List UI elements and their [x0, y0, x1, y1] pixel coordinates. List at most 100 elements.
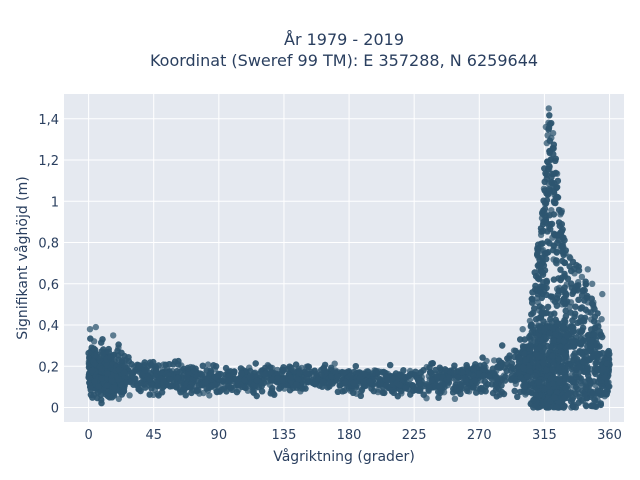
data-point — [155, 362, 162, 369]
data-point — [203, 367, 210, 374]
data-point — [182, 392, 189, 399]
data-point — [570, 403, 577, 410]
data-point — [451, 395, 459, 402]
data-point — [115, 341, 122, 348]
data-point — [267, 390, 274, 397]
data-point — [557, 231, 564, 238]
data-point — [541, 165, 548, 172]
data-point — [511, 387, 518, 395]
data-point — [544, 238, 551, 245]
data-point — [550, 198, 558, 205]
data-point — [429, 360, 436, 367]
data-point — [86, 374, 93, 381]
data-point — [554, 291, 562, 298]
data-point — [470, 366, 477, 373]
data-point — [552, 155, 559, 162]
data-point — [530, 397, 537, 404]
data-point — [526, 342, 534, 349]
data-point — [252, 360, 259, 367]
data-point — [269, 376, 276, 383]
data-point — [246, 373, 254, 380]
data-point — [166, 361, 173, 368]
data-point — [115, 376, 123, 383]
data-point — [560, 244, 567, 251]
data-point — [328, 364, 335, 371]
data-point — [137, 379, 145, 387]
data-point — [98, 396, 105, 404]
data-point — [534, 246, 541, 254]
data-point — [350, 379, 357, 387]
data-point — [535, 364, 542, 371]
data-point — [304, 363, 312, 370]
data-point — [521, 383, 528, 390]
data-point — [195, 382, 203, 389]
data-point — [247, 367, 254, 375]
data-point — [435, 394, 442, 401]
data-point — [279, 367, 287, 375]
data-point — [491, 357, 498, 364]
data-point — [529, 289, 536, 296]
data-point — [258, 388, 266, 395]
data-point — [568, 267, 575, 275]
data-point — [597, 400, 604, 407]
data-point — [560, 404, 567, 411]
data-point — [582, 306, 589, 313]
data-point — [526, 368, 534, 375]
data-point — [87, 335, 94, 342]
data-point — [540, 360, 547, 367]
data-point — [357, 392, 364, 399]
data-point — [515, 369, 522, 376]
data-point — [581, 378, 588, 385]
data-point — [546, 223, 553, 230]
data-point — [569, 290, 576, 297]
data-point — [434, 373, 441, 380]
data-point — [532, 391, 539, 398]
data-point — [527, 332, 534, 339]
data-point — [544, 303, 552, 311]
data-point — [99, 336, 106, 343]
data-point — [177, 378, 185, 385]
data-point — [352, 363, 359, 370]
data-point — [376, 381, 384, 388]
data-point — [212, 363, 220, 370]
data-point — [420, 391, 427, 398]
data-point — [319, 383, 326, 390]
data-point — [521, 350, 528, 357]
data-point — [583, 402, 590, 410]
data-point — [504, 355, 511, 362]
data-point — [360, 378, 368, 385]
data-point — [392, 370, 400, 377]
data-point — [253, 392, 260, 400]
data-point — [528, 378, 535, 386]
data-point — [546, 187, 554, 194]
data-point — [547, 293, 554, 300]
data-point — [599, 349, 606, 357]
data-point — [553, 302, 561, 309]
data-point — [177, 389, 184, 396]
data-point — [146, 375, 153, 383]
data-point — [382, 382, 390, 389]
data-point — [449, 389, 457, 396]
data-point — [479, 354, 486, 361]
data-point — [125, 358, 133, 365]
data-point — [575, 296, 582, 303]
data-point — [544, 132, 551, 139]
data-point — [204, 361, 212, 368]
data-point — [575, 267, 583, 274]
data-point — [542, 170, 549, 177]
data-point — [582, 281, 589, 288]
data-point — [531, 372, 539, 379]
data-point — [512, 347, 519, 355]
data-point — [292, 361, 300, 368]
data-point — [536, 256, 543, 264]
data-point — [586, 347, 593, 355]
data-point — [317, 371, 325, 378]
data-point — [341, 380, 348, 387]
data-point — [554, 177, 562, 185]
data-point — [87, 384, 94, 391]
data-point — [393, 379, 400, 387]
data-point — [603, 391, 610, 398]
data-point — [591, 396, 599, 404]
data-point — [123, 379, 130, 386]
